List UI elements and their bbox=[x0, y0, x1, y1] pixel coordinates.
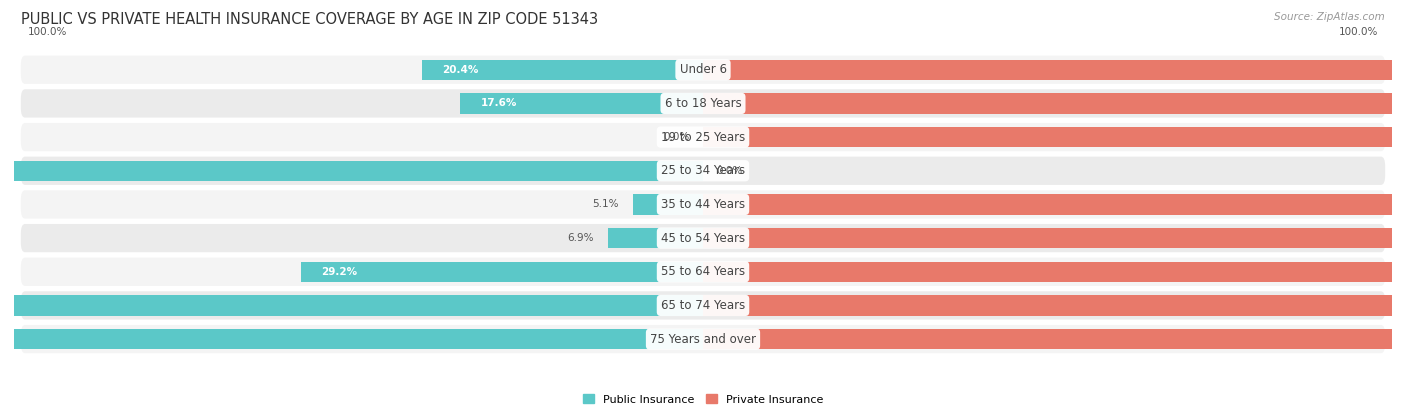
Bar bbox=[703, 59, 1406, 80]
Text: 55 to 64 Years: 55 to 64 Years bbox=[661, 265, 745, 278]
Text: 0.0%: 0.0% bbox=[664, 132, 689, 142]
Text: 100.0%: 100.0% bbox=[28, 27, 67, 37]
Bar bbox=[607, 228, 703, 248]
Text: 17.6%: 17.6% bbox=[481, 98, 517, 109]
Text: 5.1%: 5.1% bbox=[592, 199, 619, 209]
Text: Under 6: Under 6 bbox=[679, 63, 727, 76]
Text: PUBLIC VS PRIVATE HEALTH INSURANCE COVERAGE BY AGE IN ZIP CODE 51343: PUBLIC VS PRIVATE HEALTH INSURANCE COVER… bbox=[21, 12, 598, 27]
Bar bbox=[0, 161, 703, 181]
FancyBboxPatch shape bbox=[21, 291, 1385, 320]
Bar bbox=[0, 295, 703, 316]
Bar bbox=[703, 295, 1406, 316]
Text: 6.9%: 6.9% bbox=[568, 233, 595, 243]
Bar bbox=[461, 93, 703, 114]
Text: 75 Years and over: 75 Years and over bbox=[650, 332, 756, 346]
Bar bbox=[703, 93, 1406, 114]
Bar bbox=[703, 329, 1406, 349]
Text: 19 to 25 Years: 19 to 25 Years bbox=[661, 131, 745, 144]
Text: 0.0%: 0.0% bbox=[717, 166, 742, 176]
Bar bbox=[703, 195, 1406, 214]
FancyBboxPatch shape bbox=[21, 157, 1385, 185]
Bar bbox=[703, 262, 1406, 282]
Text: 6 to 18 Years: 6 to 18 Years bbox=[665, 97, 741, 110]
Text: 20.4%: 20.4% bbox=[443, 65, 479, 75]
FancyBboxPatch shape bbox=[21, 56, 1385, 84]
Bar bbox=[633, 195, 703, 214]
FancyBboxPatch shape bbox=[21, 325, 1385, 353]
Text: 35 to 44 Years: 35 to 44 Years bbox=[661, 198, 745, 211]
FancyBboxPatch shape bbox=[21, 89, 1385, 118]
Text: 65 to 74 Years: 65 to 74 Years bbox=[661, 299, 745, 312]
FancyBboxPatch shape bbox=[21, 224, 1385, 252]
FancyBboxPatch shape bbox=[21, 258, 1385, 286]
Bar bbox=[703, 228, 1406, 248]
FancyBboxPatch shape bbox=[21, 123, 1385, 151]
Text: 100.0%: 100.0% bbox=[1339, 27, 1378, 37]
Text: 29.2%: 29.2% bbox=[322, 267, 357, 277]
Text: 25 to 34 Years: 25 to 34 Years bbox=[661, 164, 745, 177]
Bar bbox=[301, 262, 703, 282]
Text: Source: ZipAtlas.com: Source: ZipAtlas.com bbox=[1274, 12, 1385, 22]
Legend: Public Insurance, Private Insurance: Public Insurance, Private Insurance bbox=[579, 389, 827, 409]
FancyBboxPatch shape bbox=[21, 190, 1385, 218]
Bar bbox=[422, 59, 703, 80]
Bar bbox=[703, 127, 1406, 147]
Text: 45 to 54 Years: 45 to 54 Years bbox=[661, 232, 745, 244]
Bar bbox=[0, 329, 703, 349]
